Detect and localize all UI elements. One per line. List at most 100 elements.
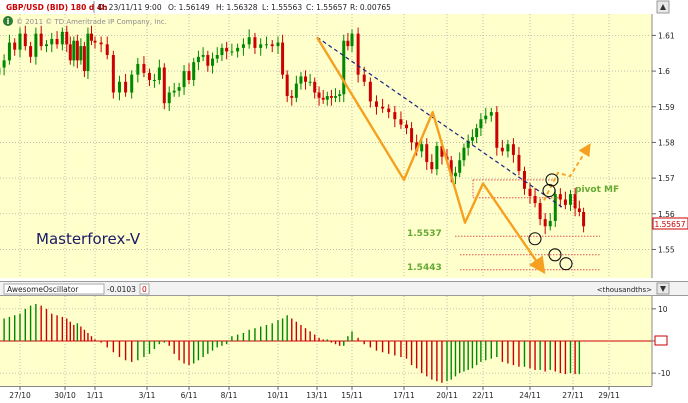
candle-body bbox=[68, 44, 72, 61]
candle bbox=[182, 65, 186, 95]
candle-body bbox=[152, 80, 156, 81]
candle bbox=[117, 75, 121, 101]
candle-body bbox=[75, 40, 79, 61]
level-lower-label: 1.5443 bbox=[407, 263, 442, 273]
scroll-up-icon[interactable] bbox=[656, 0, 670, 14]
header-low: L: 1.55563 bbox=[262, 3, 302, 12]
candle-body bbox=[2, 60, 6, 68]
oscillator-name: AwesomeOscillator bbox=[7, 285, 79, 294]
time-tick-label: 8/11 bbox=[221, 391, 238, 400]
candle bbox=[172, 82, 176, 97]
zigzag-pattern bbox=[315, 36, 546, 275]
candle-body bbox=[230, 51, 234, 53]
candle-body bbox=[368, 81, 372, 102]
oscillator-zero-badge bbox=[139, 283, 150, 295]
candle-body bbox=[270, 44, 274, 47]
svg-text:i: i bbox=[7, 17, 10, 26]
candle-body bbox=[72, 40, 76, 61]
candle-body bbox=[23, 33, 27, 47]
candle bbox=[276, 36, 280, 54]
candle bbox=[466, 134, 470, 156]
candle bbox=[89, 25, 93, 46]
candle bbox=[285, 70, 289, 103]
candle-body bbox=[466, 140, 470, 148]
candle bbox=[34, 27, 38, 65]
candle-body bbox=[162, 67, 166, 104]
candle-body bbox=[528, 188, 532, 196]
candle bbox=[308, 73, 312, 87]
candle bbox=[236, 43, 240, 58]
candle-body bbox=[374, 101, 378, 107]
price-axis-labels: 1.61 1.6 1.59 1.58 1.57 1.56 1.55 bbox=[652, 31, 675, 254]
candle-body bbox=[201, 55, 205, 57]
candle-body bbox=[458, 160, 462, 173]
candle-body bbox=[334, 96, 338, 98]
candle-body bbox=[50, 38, 54, 45]
candle-body bbox=[399, 119, 403, 125]
time-tick-label: 3/11 bbox=[139, 391, 156, 400]
oscillator-header bbox=[0, 282, 688, 295]
candle-body bbox=[124, 81, 128, 93]
candle-body bbox=[55, 38, 59, 45]
candle bbox=[350, 29, 354, 53]
header-range: R: 0.00765 bbox=[350, 3, 391, 12]
candle-body bbox=[99, 42, 103, 45]
candle bbox=[405, 120, 409, 135]
candle-body bbox=[236, 47, 240, 52]
candle-body bbox=[495, 112, 499, 148]
candle bbox=[387, 104, 391, 119]
time-tick-label: 24/11 bbox=[519, 391, 541, 400]
candle-body bbox=[187, 71, 191, 80]
header-high: H: 1.56328 bbox=[216, 3, 258, 12]
candle-body bbox=[304, 76, 308, 82]
target-marker bbox=[548, 248, 562, 262]
candle bbox=[304, 70, 308, 90]
candle-body bbox=[196, 56, 200, 63]
candle-body bbox=[449, 160, 453, 177]
time-tick-label: 1/11 bbox=[87, 391, 104, 400]
oscillator-name-box[interactable] bbox=[3, 283, 105, 295]
candle bbox=[294, 75, 298, 103]
candle-body bbox=[346, 40, 350, 47]
last-price-tag: 1.55657 bbox=[652, 217, 688, 230]
target-marker bbox=[545, 173, 559, 187]
candle bbox=[105, 36, 109, 60]
info-icon[interactable]: i bbox=[3, 16, 13, 26]
candle-body bbox=[215, 55, 219, 59]
candle bbox=[399, 111, 403, 129]
candle-body bbox=[206, 55, 210, 66]
scroll-down-icon[interactable] bbox=[656, 282, 670, 295]
candle-body bbox=[105, 44, 109, 56]
candle bbox=[381, 98, 385, 113]
candle-body bbox=[211, 58, 215, 66]
candle-body bbox=[290, 96, 294, 98]
candle-body bbox=[299, 76, 303, 84]
candle bbox=[162, 63, 166, 110]
candle-body bbox=[192, 62, 196, 80]
candle-body bbox=[182, 71, 186, 88]
candle bbox=[7, 34, 11, 65]
candle-body bbox=[356, 33, 360, 75]
candle bbox=[368, 77, 372, 108]
candle-body bbox=[489, 112, 493, 116]
candle-body bbox=[39, 33, 43, 47]
zero-tag bbox=[654, 335, 668, 346]
candle bbox=[99, 36, 103, 53]
candle bbox=[317, 86, 321, 106]
candle-body bbox=[285, 74, 289, 97]
candle bbox=[425, 138, 429, 170]
time-axis-labels: 27/10 30/10 1/11 3/11 6/11 8/11 10/11 13/11 15/1… bbox=[9, 386, 620, 400]
candle-body bbox=[86, 33, 90, 72]
candle bbox=[484, 107, 488, 124]
candle bbox=[329, 89, 333, 106]
candle-body bbox=[325, 96, 329, 100]
candle bbox=[18, 27, 22, 58]
candle-body bbox=[60, 31, 64, 45]
candle-body bbox=[484, 115, 488, 120]
candle bbox=[55, 31, 59, 49]
time-tick-label: 13/11 bbox=[306, 391, 328, 400]
candle-body bbox=[276, 42, 280, 47]
header-open: O: 1.56149 bbox=[168, 3, 210, 12]
candle bbox=[511, 138, 515, 163]
